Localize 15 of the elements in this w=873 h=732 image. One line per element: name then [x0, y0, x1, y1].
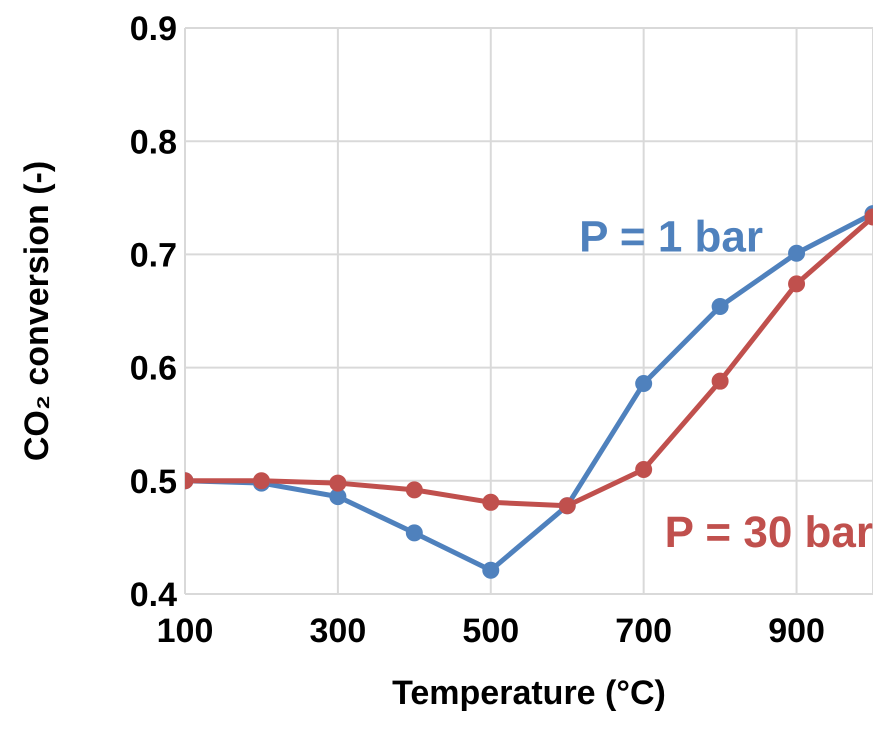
series-label: P = 30 bar [664, 508, 873, 558]
y-tick-label: 0.4 [130, 576, 178, 614]
y-tick-label: 0.9 [130, 10, 177, 48]
x-tick-label: 100 [156, 612, 214, 650]
y-tick-label: 0.7 [130, 236, 177, 274]
y-tick-label: 0.8 [130, 123, 177, 162]
x-tick-label: 300 [310, 612, 366, 650]
y-tick-label: 0.5 [130, 462, 177, 501]
y-axis-title: CO₂ conversion (-) [18, 160, 56, 462]
x-tick-label: 500 [462, 612, 520, 650]
x-tick-label: 900 [768, 612, 825, 650]
x-tick-label: 700 [615, 612, 672, 650]
x-axis-title: Temperature (°C) [392, 674, 666, 712]
series-label: P = 1 bar [579, 212, 763, 262]
y-tick-label: 0.6 [130, 350, 177, 388]
